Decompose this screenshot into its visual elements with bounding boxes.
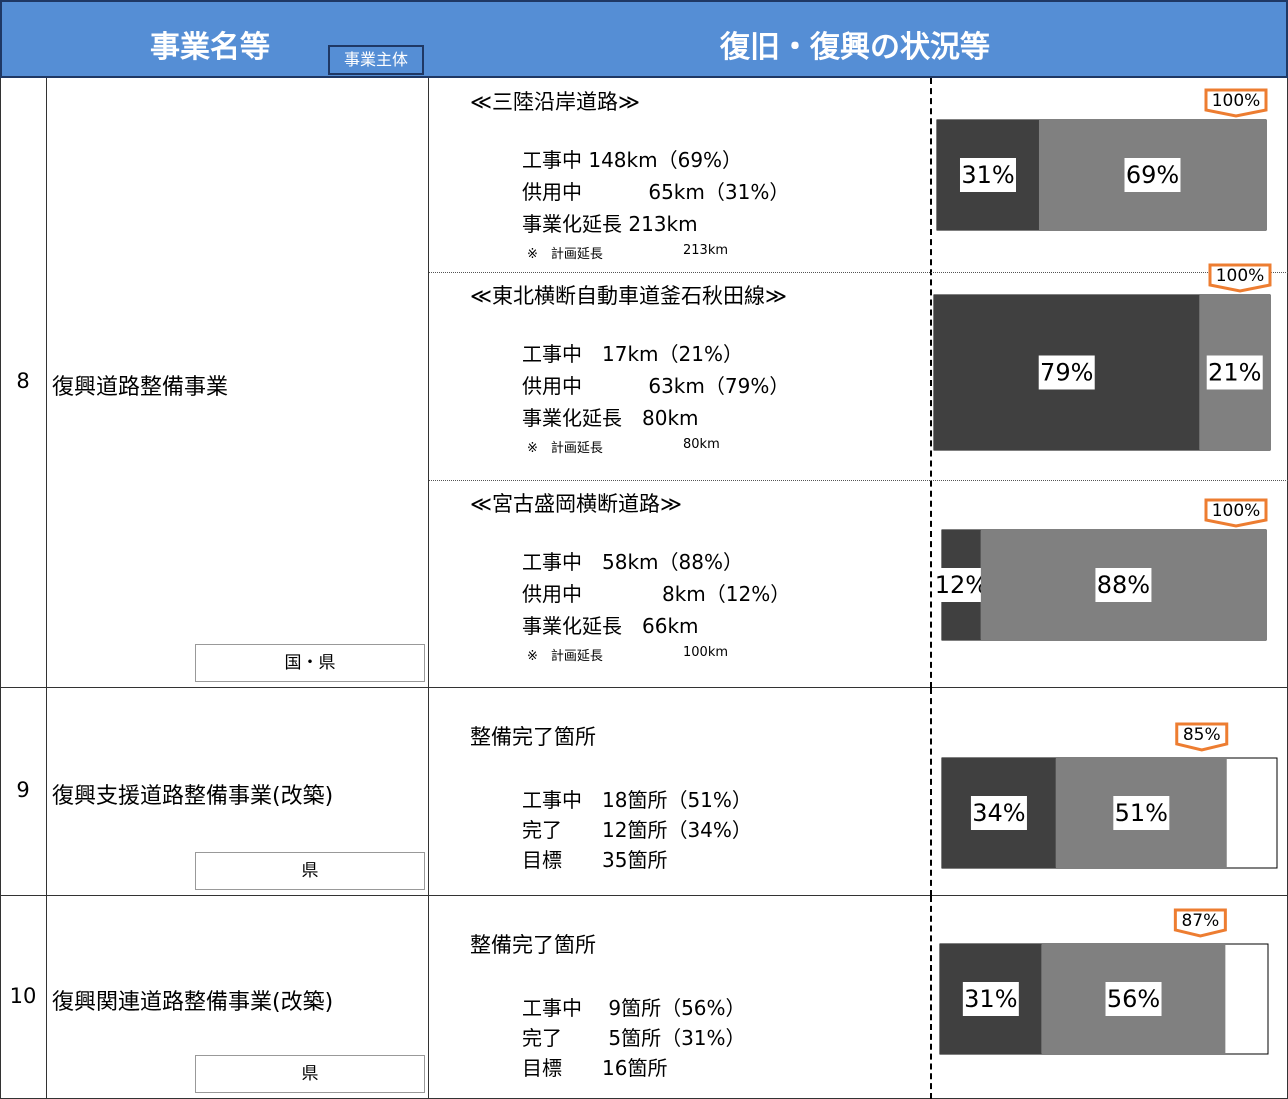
col-line — [428, 688, 429, 896]
section-line: 工事中 17km（21%） — [522, 342, 743, 366]
section-note-value: 100km — [683, 645, 729, 660]
section-note: ※ 計画延長 — [527, 247, 603, 262]
section-line: 供用中 63km（79%） — [522, 374, 790, 398]
section-title: 整備完了箇所 — [470, 933, 596, 957]
total-badge — [1173, 908, 1227, 938]
section-line: 工事中 58km（88%） — [522, 550, 743, 574]
section-title: 整備完了箇所 — [470, 725, 596, 749]
row-entity: 県 — [195, 852, 425, 890]
section-title: ≪宮古盛岡横断道路≫ — [470, 492, 682, 516]
value-label: 31% — [961, 161, 1014, 189]
value-label-bg — [1038, 355, 1095, 390]
row-number: 9 — [16, 778, 30, 802]
value-label: 21% — [1208, 359, 1261, 387]
col-line — [46, 688, 47, 896]
value-label-bg — [1206, 355, 1263, 390]
total-label: 100% — [1212, 91, 1261, 111]
row-entity: 国・県 — [195, 644, 425, 682]
value-label-bg — [1095, 568, 1152, 602]
section-line: 供用中 65km（31%） — [522, 180, 790, 204]
section-line: 事業化延長 66km — [522, 614, 699, 638]
value-label: 12% — [935, 571, 988, 599]
section-line: 目標 16箇所 — [522, 1056, 668, 1080]
total-label: 100% — [1216, 266, 1265, 286]
value-label-bg — [933, 568, 990, 602]
section-note-value: 213km — [683, 243, 729, 258]
value-label-bg — [959, 158, 1016, 192]
header-bg — [0, 0, 1288, 78]
row-number: 8 — [16, 369, 30, 393]
total-badge — [1208, 263, 1272, 293]
value-label-bg — [1105, 982, 1162, 1016]
section-line: 目標 35箇所 — [522, 848, 668, 872]
row-entity: 県 — [195, 1055, 425, 1093]
value-label-bg — [970, 796, 1027, 830]
total-label: 85% — [1183, 725, 1221, 745]
total-badge — [1204, 498, 1268, 528]
section-note-value: 80km — [683, 437, 720, 452]
section-line: 事業化延長 80km — [522, 406, 699, 430]
section-note: ※ 計画延長 — [527, 649, 603, 664]
section-line: 工事中 9箇所（56%） — [522, 996, 746, 1020]
col-line — [428, 78, 429, 688]
section-note: ※ 計画延長 — [527, 441, 603, 456]
value-label: 88% — [1097, 571, 1150, 599]
total-label: 100% — [1212, 501, 1261, 521]
col-line — [46, 78, 47, 688]
value-label-bg — [962, 982, 1019, 1016]
value-label-bg — [1124, 158, 1181, 192]
value-label: 56% — [1107, 985, 1160, 1013]
section-title: ≪東北横断自動車道釜石秋田線≫ — [470, 284, 787, 308]
value-label: 34% — [972, 799, 1025, 827]
row-name: 復興道路整備事業 — [52, 375, 229, 400]
section-divider — [429, 272, 1288, 273]
dash-line — [930, 78, 932, 688]
value-label: 31% — [964, 985, 1017, 1013]
section-line: 供用中 8km（12%） — [522, 582, 791, 606]
header-status: 復旧・復興の状況等 — [720, 30, 990, 65]
col-line — [46, 896, 47, 1099]
section-line: 工事中 18箇所（51%） — [522, 788, 752, 812]
row-name: 復興関連道路整備事業(改築) — [52, 989, 334, 1015]
section-line: 工事中 148km（69%） — [522, 148, 743, 172]
row-number: 10 — [9, 983, 37, 1008]
section-line: 事業化延長 213km — [522, 212, 698, 236]
col-line — [428, 896, 429, 1099]
total-badge — [1175, 722, 1229, 752]
header-name: 事業名等 — [150, 30, 270, 65]
value-label: 51% — [1115, 799, 1168, 827]
total-label: 87% — [1181, 911, 1219, 931]
section-title: ≪三陸沿岸道路≫ — [470, 90, 640, 114]
section-divider — [429, 480, 1288, 481]
section-line: 完了 5箇所（31%） — [522, 1026, 746, 1050]
row-name: 復興支援道路整備事業(改築) — [52, 784, 334, 809]
dash-line — [930, 688, 932, 896]
value-label: 69% — [1126, 161, 1179, 189]
total-badge — [1204, 88, 1268, 118]
section-line: 完了 12箇所（34%） — [522, 818, 752, 842]
dash-line — [930, 896, 932, 1099]
value-label-bg — [1113, 796, 1170, 830]
value-label: 79% — [1040, 359, 1093, 387]
header-entity-badge: 事業主体 — [328, 45, 424, 75]
